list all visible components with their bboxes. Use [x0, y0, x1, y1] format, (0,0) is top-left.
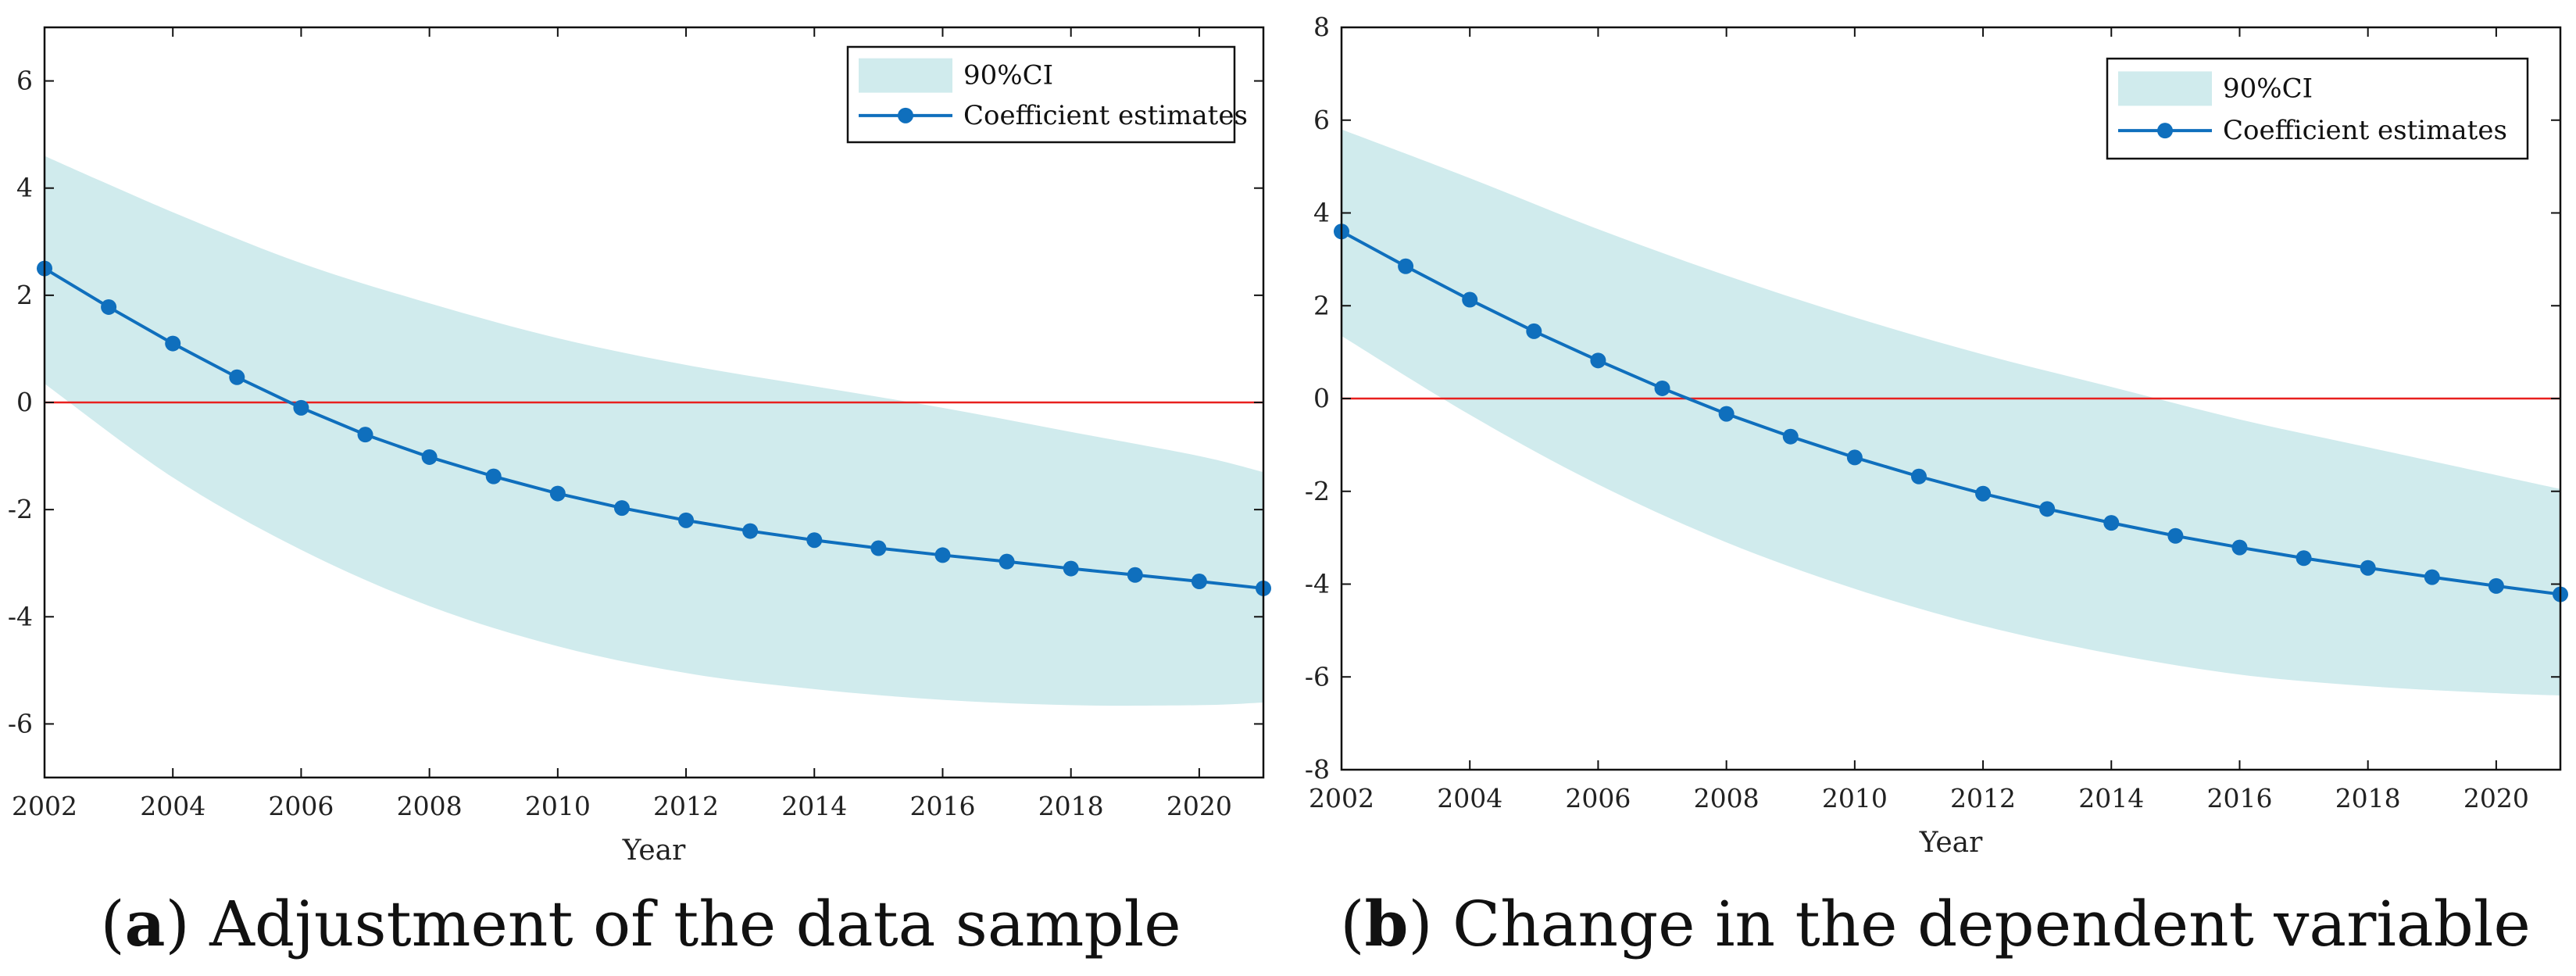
chart1-point-2006	[1590, 352, 1606, 369]
chart1-ci-band	[1342, 129, 2560, 695]
chart1-xtick-label: 2020	[2463, 783, 2529, 813]
chart0-xtick-label: 2012	[653, 791, 719, 821]
chart0-xtick-label: 2008	[397, 791, 463, 821]
chart1-xtick-label: 2006	[1565, 783, 1631, 813]
chart1-point-2012	[1975, 485, 1992, 502]
chart1-xtick-label: 2002	[1309, 783, 1374, 813]
chart0-point-2017	[999, 553, 1015, 570]
chart1-xtick-label: 2004	[1437, 783, 1502, 813]
chart1-xtick-label: 2014	[2078, 783, 2144, 813]
chart1-point-2015	[2167, 527, 2184, 544]
chart0-point-2016	[934, 547, 951, 563]
chart0-legend-ci-label: 90%CI	[963, 60, 1053, 91]
chart1-xtick-label: 2016	[2206, 783, 2272, 813]
chart0-point-2018	[1063, 560, 1079, 577]
panel-b: 2002 2004 2006 2008 2010 2012 2014 2016 2018 2020…	[1305, 12, 2568, 859]
chart0-xtick-label: 2002	[12, 791, 77, 821]
chart1-ytick-label: 6	[1313, 105, 1330, 135]
chart0-point-2004	[165, 335, 181, 352]
chart1-point-2016	[2231, 539, 2248, 556]
chart0-point-2009	[485, 468, 502, 484]
caption-b-letter: b	[1364, 887, 1409, 960]
chart0-point-2005	[229, 369, 245, 385]
chart1-ytick-label: -6	[1305, 661, 1330, 692]
chart0-point-2011	[613, 500, 630, 517]
chart0-x-axis-title: Year	[622, 835, 686, 867]
chart0-point-2006	[293, 399, 309, 416]
chart1-legend-ci-label: 90%CI	[2223, 73, 2313, 104]
chart0-xtick-label: 2004	[140, 791, 205, 821]
chart1-ytick-label: -2	[1305, 476, 1330, 506]
chart1-ytick-label: -4	[1305, 569, 1330, 599]
chart0-ytick-label: -4	[8, 601, 33, 631]
chart0-point-2019	[1127, 567, 1143, 583]
chart0-point-2008	[421, 449, 438, 465]
caption-a-letter: a	[124, 887, 166, 960]
caption-a-text: Adjustment of the data sample	[209, 888, 1181, 960]
chart1-point-2019	[2424, 569, 2440, 585]
chart1-point-2004	[1462, 291, 1478, 308]
chart1-point-2018	[2360, 560, 2376, 576]
chart1-series-line	[1341, 230, 2561, 596]
chart1-ytick-label: 0	[1313, 383, 1330, 413]
chart0-legend-series-marker	[898, 107, 913, 123]
chart1-xtick-label: 2008	[1694, 783, 1760, 813]
chart0-ytick-label: 6	[16, 66, 33, 96]
chart1-legend-series-marker	[2157, 123, 2173, 139]
chart1-x-axis-title: Year	[1919, 827, 1983, 859]
chart0-xtick-label: 2016	[909, 791, 975, 821]
chart1-point-2010	[1846, 449, 1863, 466]
caption-b: (b) Change in the dependent variable	[1340, 887, 2531, 960]
chart0-ytick-label: 2	[16, 280, 33, 310]
chart1-point-2008	[1718, 406, 1735, 422]
chart0-ytick-label: -6	[8, 708, 33, 738]
chart1-ytick-label: 2	[1313, 290, 1330, 320]
chart0-series-line	[43, 266, 1264, 590]
chart1-point-2017	[2296, 550, 2312, 567]
chart1-xtick-label: 2012	[1950, 783, 2016, 813]
chart1-point-2005	[1526, 323, 1542, 339]
chart1-point-2011	[1910, 468, 1927, 484]
chart1-legend-series-label: Coefficient estimates	[2223, 115, 2507, 146]
chart1-ytick-label: 4	[1313, 198, 1330, 228]
chart1-point-2020	[2488, 577, 2504, 594]
chart0-ci-band	[45, 156, 1263, 706]
chart0-point-2015	[870, 540, 887, 556]
chart1-xtick-label: 2018	[2335, 783, 2401, 813]
chart1-point-2007	[1654, 380, 1670, 396]
chart0-point-2014	[806, 532, 823, 549]
chart1-ytick-label: -8	[1305, 754, 1330, 785]
chart0-xtick-label: 2006	[268, 791, 334, 821]
chart0-ytick-label: 0	[16, 387, 33, 417]
chart1-point-2009	[1782, 428, 1799, 445]
caption-b-text: Change in the dependent variable	[1452, 888, 2531, 960]
chart0-point-2007	[357, 427, 373, 443]
chart0-point-2020	[1191, 574, 1207, 590]
chart0-ytick-label: 4	[16, 173, 33, 203]
chart1-xtick-label: 2010	[1822, 783, 1888, 813]
chart0-xtick-label: 2014	[781, 791, 847, 821]
chart0-point-2012	[678, 512, 695, 528]
chart0-xtick-label: 2018	[1038, 791, 1104, 821]
chart0-point-2010	[549, 485, 566, 502]
chart1-point-2014	[2103, 515, 2120, 531]
chart1-point-2003	[1398, 258, 1414, 274]
chart0-legend-series-label: Coefficient estimates	[963, 100, 1248, 131]
chart1-legend-ci-swatch	[2118, 71, 2212, 106]
caption-a: (a) Adjustment of the data sample	[100, 887, 1181, 960]
chart0-xtick-label: 2020	[1167, 791, 1232, 821]
chart1-ytick-label: 8	[1313, 12, 1330, 42]
panel-a: 2002 2004 2006 2008 2010 2012 2014 2016 2018 2020…	[8, 26, 1271, 867]
chart0-point-2013	[742, 523, 759, 539]
chart0-xtick-label: 2010	[525, 791, 591, 821]
chart0-legend-ci-swatch	[859, 58, 952, 93]
chart1-point-2013	[2039, 501, 2056, 517]
chart0-point-2003	[101, 299, 117, 315]
chart0-ytick-label: -2	[8, 494, 33, 524]
